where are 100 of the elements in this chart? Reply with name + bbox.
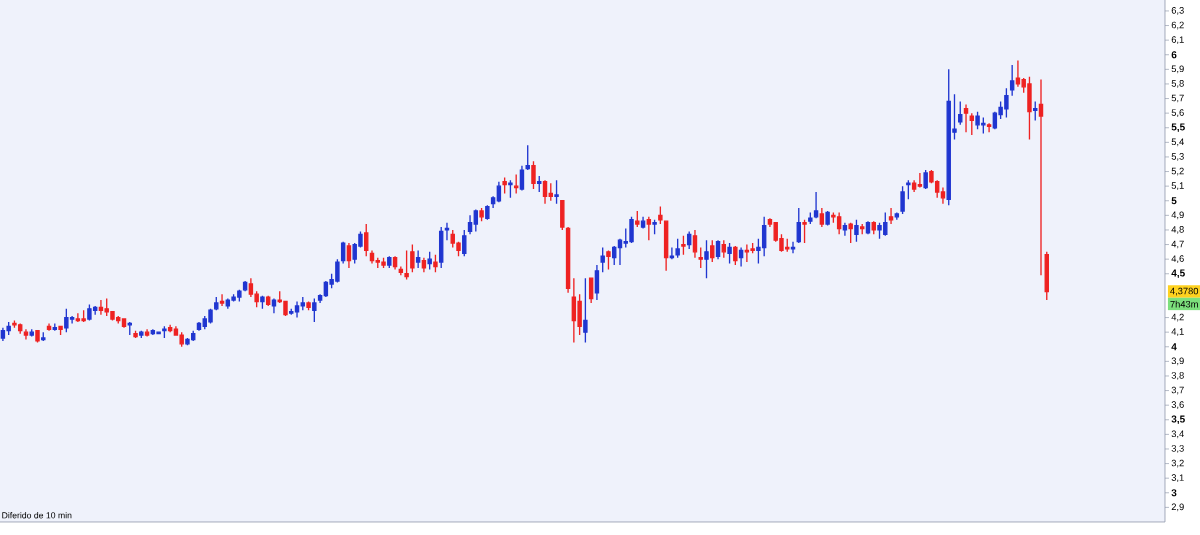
y-tick-label: 5,7	[1171, 94, 1184, 103]
candlestick	[842, 221, 848, 237]
candlestick	[986, 122, 992, 133]
candlestick	[606, 249, 611, 271]
candlestick	[848, 221, 853, 244]
candlestick	[917, 172, 923, 189]
candlestick	[911, 179, 917, 193]
y-tick-label: 3,2	[1171, 459, 1184, 468]
candlestick	[167, 324, 173, 333]
candlestick	[663, 220, 669, 272]
candlestick	[865, 220, 871, 236]
candlestick	[35, 330, 40, 344]
y-tick-label: 5,9	[1171, 65, 1184, 74]
y-tick-label: 3	[1171, 489, 1177, 497]
candlestick	[490, 195, 496, 209]
candlestick	[294, 300, 300, 319]
candlestick	[600, 246, 605, 273]
candlestick	[825, 210, 830, 227]
candlestick	[519, 165, 525, 192]
y-tick-label: 6,2	[1171, 21, 1184, 30]
y-tick-label: 5	[1171, 197, 1177, 205]
text: 7h43m	[1170, 300, 1198, 308]
candlestick	[133, 330, 138, 339]
y-tick-label: 4,7	[1171, 240, 1184, 249]
y-tick-label: 4,9	[1171, 211, 1184, 220]
candlestick	[387, 255, 392, 269]
y-tick-label: 3,3	[1171, 445, 1184, 453]
y-tick-label: 2,9	[1171, 503, 1184, 512]
candlestick	[265, 294, 271, 307]
candlestick	[479, 207, 484, 222]
candlestick	[219, 293, 225, 307]
candlestick	[260, 294, 265, 310]
text: 4,3780	[1170, 287, 1199, 296]
candlestick	[214, 296, 219, 311]
candlestick	[733, 245, 738, 266]
candlestick	[854, 219, 859, 243]
candlestick	[317, 293, 323, 304]
candlestick	[485, 204, 490, 221]
candlestick	[415, 249, 421, 269]
candlestick	[1038, 78, 1044, 276]
candlestick	[52, 322, 58, 332]
candlestick	[462, 229, 467, 257]
candlestick	[583, 277, 588, 344]
candlestick	[144, 328, 150, 338]
candlestick	[681, 235, 686, 256]
candlestick	[398, 265, 404, 276]
candlestick	[617, 238, 623, 266]
y-tick-label: 3,4	[1171, 430, 1184, 439]
candlestick	[560, 200, 565, 231]
candlestick	[565, 226, 571, 294]
y-tick-label: 3,6	[1171, 401, 1184, 410]
candlestick	[392, 255, 398, 271]
y-tick-label: 4,1	[1171, 328, 1184, 336]
candlestick	[23, 328, 29, 341]
candlestick	[312, 297, 317, 323]
candlestick	[594, 264, 600, 301]
candlestick	[502, 176, 507, 195]
candlestick	[675, 238, 680, 259]
candlestick	[692, 229, 698, 259]
y-tick-label: 6	[1171, 51, 1177, 59]
y-tick-label: 4,2	[1171, 313, 1184, 322]
candlestick	[467, 214, 473, 236]
y-tick-label: 4,8	[1171, 226, 1184, 234]
candlestick	[871, 220, 876, 236]
y-tick-label: 4,6	[1171, 255, 1184, 264]
y-tick-label: 4	[1171, 343, 1177, 351]
y-tick-label: 6,1	[1171, 36, 1184, 44]
candlestick	[963, 103, 969, 133]
candlestick	[888, 207, 894, 225]
candlestick	[346, 242, 352, 269]
candlestick	[271, 297, 277, 314]
y-tick-label: 3,8	[1171, 372, 1184, 380]
y-tick-label: 5,5	[1171, 123, 1185, 132]
candlestick	[923, 169, 928, 190]
y-tick-label: 6,3	[1171, 7, 1184, 15]
y-tick-label: 5,2	[1171, 167, 1184, 176]
candlestick	[196, 321, 202, 332]
annotation: Diferido de 10 min	[2, 512, 72, 519]
candlestick	[554, 179, 559, 205]
candlestick	[900, 185, 905, 215]
candlestick	[300, 296, 306, 311]
candlestick	[640, 216, 646, 230]
candlestick	[542, 179, 548, 205]
candlestick	[940, 186, 946, 205]
candlestick	[715, 239, 721, 260]
candlestick	[444, 221, 450, 241]
candlestick	[658, 205, 663, 225]
candlestick	[427, 251, 432, 271]
candlestick	[46, 322, 52, 332]
candlestick	[340, 240, 346, 265]
y-tick-label: 4,5	[1171, 269, 1185, 278]
candlestick	[58, 325, 63, 336]
y-tick-label: 3,5	[1171, 415, 1185, 425]
candlestick	[306, 300, 311, 311]
candlestick	[588, 277, 594, 304]
candlestick	[813, 191, 819, 219]
candlestick	[808, 211, 813, 225]
y-tick-label: 5,3	[1171, 153, 1184, 161]
candlestick	[721, 239, 727, 259]
candlestick	[433, 254, 438, 273]
